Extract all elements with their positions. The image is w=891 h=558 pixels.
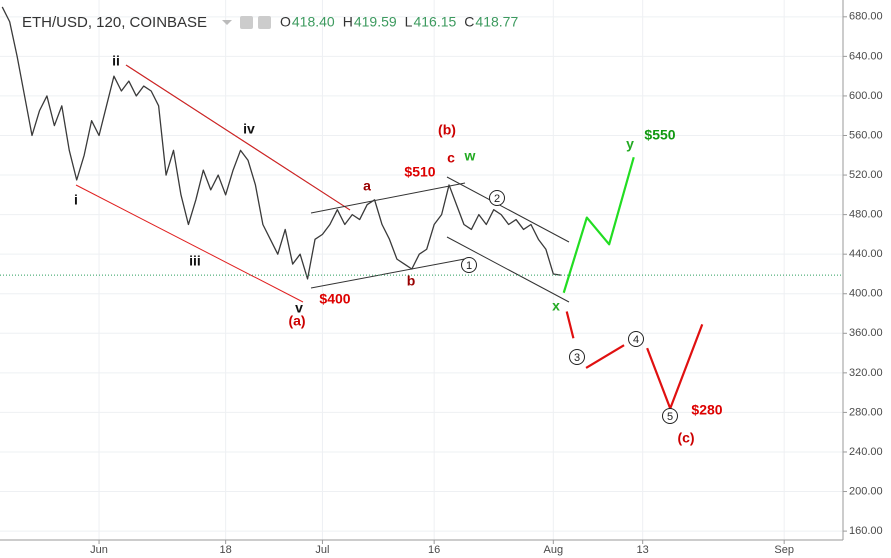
wave-label: (c) [677,430,694,446]
channel-line [75,184,304,303]
y-tick-label: 480.00 [849,209,883,221]
y-tick-label: 600.00 [849,90,883,102]
wave-label: $510 [404,164,435,180]
wave-number: 1 [466,260,472,272]
channel-line [310,182,466,214]
channel-line [125,64,351,211]
wave-number: 4 [633,334,639,346]
wave-number: 5 [667,411,673,423]
ohlc-key: L [405,14,413,30]
y-tick-label: 680.00 [849,11,883,23]
wave-label: b [407,273,416,289]
wave-circle [569,349,585,365]
wave-circle [628,331,644,347]
wave-circle [461,257,477,273]
wave-number: 2 [494,193,500,205]
wave-label: i [74,192,78,208]
wave-circle [662,408,678,424]
x-tick-label: 16 [428,544,440,556]
ohlc-value: 416.15 [413,14,456,30]
x-tick-label: 13 [637,544,649,556]
channels [75,64,570,303]
wave-label: v [295,300,303,316]
wave-label: $400 [319,291,350,307]
wave-number: 3 [574,352,580,364]
y-tick-label: 440.00 [849,248,883,260]
y-tick-label: 520.00 [849,169,883,181]
x-tick-label: Aug [544,544,564,556]
ohlc-value: 419.59 [354,14,397,30]
wave-label: (b) [438,122,456,138]
y-tick-label: 320.00 [849,367,883,379]
y-tick-label: 400.00 [849,288,883,300]
y-tick-label: 560.00 [849,129,883,141]
settings-icon[interactable] [258,16,271,29]
dropdown-icon[interactable] [222,20,232,25]
y-tick-label: 160.00 [849,525,883,537]
wave-label: iii [189,253,201,269]
x-tick-label: Jun [90,544,108,556]
ohlc-value: 418.40 [292,14,335,30]
channel-line [446,236,570,303]
ohlc-key: O [280,14,291,30]
y-tick-label: 240.00 [849,446,883,458]
channel-line [446,176,570,243]
wave-label: x [552,298,560,314]
projection-line [562,156,635,294]
wave-circle [489,190,505,206]
x-tick-label: Jul [315,544,329,556]
wave-label: w [464,148,476,164]
wave-label: $280 [691,402,722,418]
wave-label: c [447,150,455,166]
symbol: ETH/USD, 120, COINBASE [22,14,207,31]
wave-label: $550 [644,127,675,143]
wave-label: iv [243,121,255,137]
x-tick-label: Sep [774,544,794,556]
y-tick-label: 200.00 [849,485,883,497]
ohlc-value: 418.77 [475,14,518,30]
ohlc-key: C [464,14,474,30]
wave-label: a [363,178,371,194]
wave-label: (a) [288,313,305,329]
price-line [1,6,561,280]
header: ETH/USD, 120, COINBASE [22,14,271,31]
y-tick-label: 640.00 [849,50,883,62]
y-tick-label: 360.00 [849,327,883,339]
x-tick-label: 18 [220,544,232,556]
ohlc-key: H [343,14,353,30]
wave-label: y [626,136,634,152]
y-tick-label: 280.00 [849,406,883,418]
wave-label: ii [112,53,120,69]
eye-icon[interactable] [240,16,253,29]
channel-line [310,257,471,289]
